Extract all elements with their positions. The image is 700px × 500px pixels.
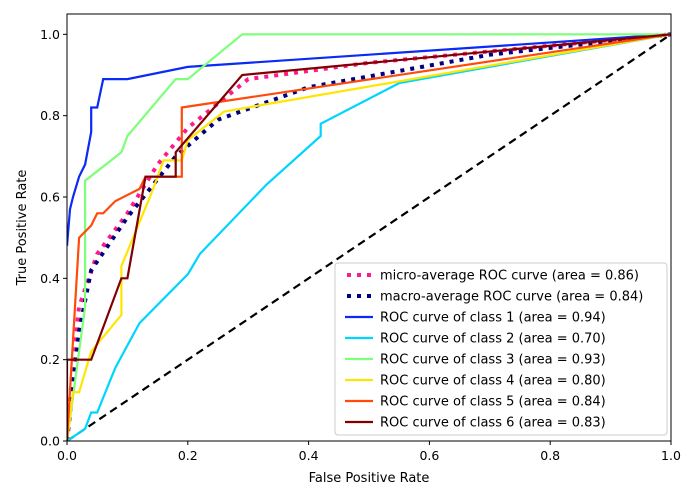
x-tick-label: 0.4	[299, 448, 319, 463]
y-tick-label: 0.2	[40, 352, 60, 367]
x-axis-label: False Positive Rate	[309, 471, 430, 486]
legend-item: ROC curve of class 2 (area = 0.70)	[345, 332, 606, 347]
legend-item: ROC curve of class 5 (area = 0.84)	[345, 395, 606, 410]
legend-label: ROC curve of class 6 (area = 0.83)	[380, 416, 606, 431]
x-tick-label: 0.0	[57, 448, 77, 463]
legend-item: ROC curve of class 6 (area = 0.83)	[345, 416, 606, 431]
legend-label: ROC curve of class 3 (area = 0.93)	[380, 353, 606, 368]
series-line-class-2	[67, 33, 671, 441]
legend-item: macro-average ROC curve (area = 0.84)	[347, 290, 643, 305]
plot-area	[67, 32, 671, 441]
legend-label: ROC curve of class 1 (area = 0.94)	[380, 311, 606, 326]
legend-item: micro-average ROC curve (area = 0.86)	[347, 269, 639, 284]
legend-label: macro-average ROC curve (area = 0.84)	[380, 290, 643, 305]
legend-label: ROC curve of class 5 (area = 0.84)	[380, 395, 606, 410]
series-line-class-1	[67, 33, 671, 246]
y-tick-label: 0.4	[40, 271, 60, 286]
x-tick-label: 0.6	[419, 448, 439, 463]
x-tick-label: 0.8	[540, 448, 560, 463]
legend: micro-average ROC curve (area = 0.86) mac…	[334, 262, 668, 436]
chance-diagonal-line	[67, 33, 671, 441]
legend-label: micro-average ROC curve (area = 0.86)	[380, 269, 639, 284]
legend-item: ROC curve of class 1 (area = 0.94)	[345, 311, 606, 326]
y-tick-label: 0.6	[40, 190, 60, 205]
series-line-macro-average	[67, 32, 671, 441]
y-tick-label: 0.8	[40, 108, 60, 123]
legend-item: ROC curve of class 3 (area = 0.93)	[345, 353, 606, 368]
legend-item: ROC curve of class 4 (area = 0.80)	[345, 374, 606, 389]
series-line-class-6	[67, 33, 671, 441]
axes-frame	[66, 13, 672, 442]
series-line-class-5	[67, 33, 671, 441]
legend-label: ROC curve of class 2 (area = 0.70)	[380, 332, 606, 347]
y-axis: 0.0 0.2 0.4 0.6 0.8 1.0	[40, 27, 67, 449]
x-tick-label: 1.0	[661, 448, 681, 463]
y-axis-label: True Positive Rate	[15, 170, 30, 287]
series-line-class-3	[67, 33, 671, 441]
y-tick-label: 1.0	[40, 27, 60, 42]
legend-label: ROC curve of class 4 (area = 0.80)	[380, 374, 606, 389]
series-layer	[67, 32, 671, 441]
x-axis: 0.0 0.2 0.4 0.6 0.8 1.0	[57, 441, 681, 463]
x-tick-label: 0.2	[178, 448, 198, 463]
legend-box	[334, 262, 668, 436]
y-tick-label: 0.0	[40, 434, 60, 449]
